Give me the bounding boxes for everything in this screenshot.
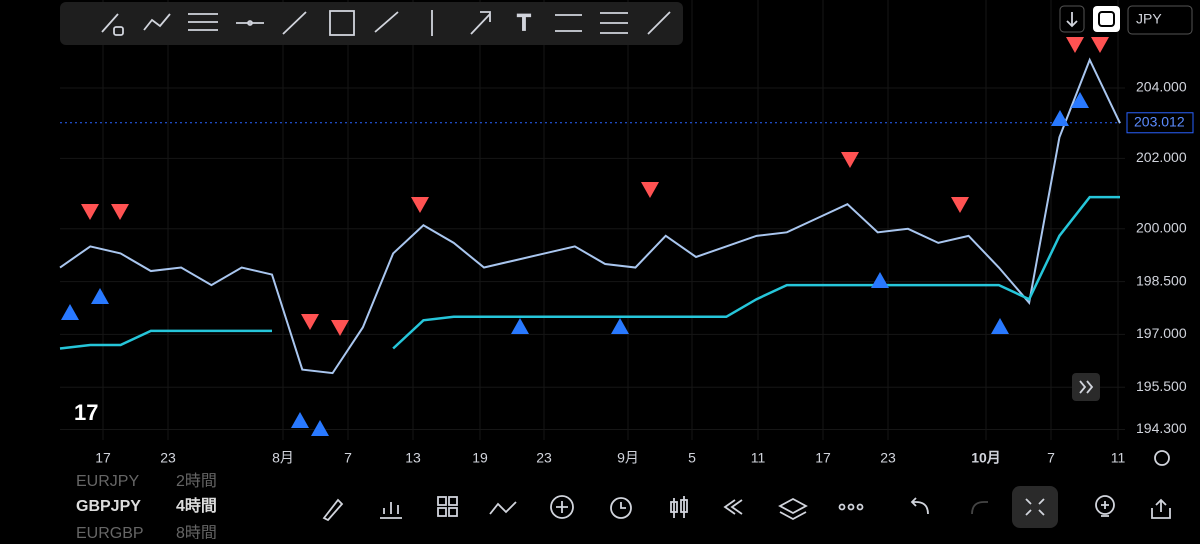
y-tick-label: 200.000	[1136, 220, 1187, 236]
drawing-toolbar[interactable]: T	[60, 2, 683, 45]
interval: 8時間	[176, 524, 217, 539]
x-tick-label: 9月	[617, 450, 639, 466]
plot-area: 204.000 202.000 200.000 198.500 197.000 195.5…	[59, 0, 1194, 466]
signal-marker	[331, 320, 349, 336]
last-price-box	[1126, 112, 1194, 134]
last-price-label: 203.012	[1134, 113, 1185, 129]
y-tick-label: 198.500	[1136, 272, 1187, 288]
signal-marker	[291, 412, 309, 428]
x-tick-label: 11	[1111, 450, 1126, 466]
x-tick-label: 8月	[272, 450, 294, 466]
x-tick-label: 10月	[971, 450, 1001, 466]
x-tick-label: 17	[95, 450, 111, 466]
x-tick-label: 7	[1047, 450, 1055, 466]
tv-logo: 17	[74, 400, 98, 425]
y-tick-label: 202.000	[1136, 149, 1187, 165]
svg-text:17: 17	[74, 400, 98, 425]
signal-marker	[1091, 37, 1109, 53]
y-tick-label: 195.500	[1136, 378, 1187, 394]
signal-marker	[611, 318, 629, 334]
y-tick-label: 197.000	[1136, 325, 1187, 341]
signal-marker	[311, 420, 329, 436]
signal-marker	[841, 152, 859, 168]
currency: JPY	[1136, 11, 1162, 27]
series-line	[59, 57, 1121, 375]
signal-marker	[111, 204, 129, 220]
signal-marker	[951, 197, 969, 213]
bottom-toolbar[interactable]	[322, 486, 1171, 528]
x-tick-label: 7	[344, 450, 352, 466]
x-tick-label: 5	[688, 450, 696, 466]
scroll-button[interactable]	[1072, 373, 1100, 401]
signal-marker	[641, 182, 659, 198]
interval: 2時間	[176, 472, 217, 490]
y-tick-label: 194.300	[1136, 420, 1187, 436]
x-tick-label: 23	[160, 450, 176, 466]
top-right-controls[interactable]: JPY	[1059, 5, 1193, 35]
signal-marker	[871, 272, 889, 288]
svg-text:T: T	[517, 10, 530, 35]
symbol[interactable]: EURJPY	[76, 473, 139, 490]
signal-marker	[1066, 37, 1084, 53]
signal-marker	[301, 314, 319, 330]
x-tick-label: 13	[405, 450, 421, 466]
y-tick-label: 204.000	[1136, 79, 1187, 95]
symbol[interactable]: GBPJPY	[76, 498, 141, 515]
x-tick-label: 19	[472, 450, 488, 466]
x-tick-label: 11	[751, 450, 766, 466]
signal-marker	[81, 204, 99, 220]
series-line	[59, 195, 1120, 350]
x-tick-label: 17	[815, 450, 831, 466]
signal-marker	[1071, 92, 1089, 108]
watchlist[interactable]: EURJPY 2時間 GBPJPY 4時間 EURGBP 8時間	[76, 472, 217, 542]
signal-marker	[411, 197, 429, 213]
signal-marker	[511, 318, 529, 334]
signal-marker	[1051, 110, 1069, 126]
interval: 4時間	[176, 496, 217, 515]
symbol[interactable]: EURGBP	[76, 525, 144, 542]
x-tick-label: 23	[880, 450, 896, 466]
signal-marker	[61, 304, 79, 320]
signal-marker	[91, 288, 109, 304]
x-tick-label: 23	[536, 450, 552, 466]
signal-marker	[991, 318, 1009, 334]
settings-icon[interactable]	[1154, 450, 1170, 466]
